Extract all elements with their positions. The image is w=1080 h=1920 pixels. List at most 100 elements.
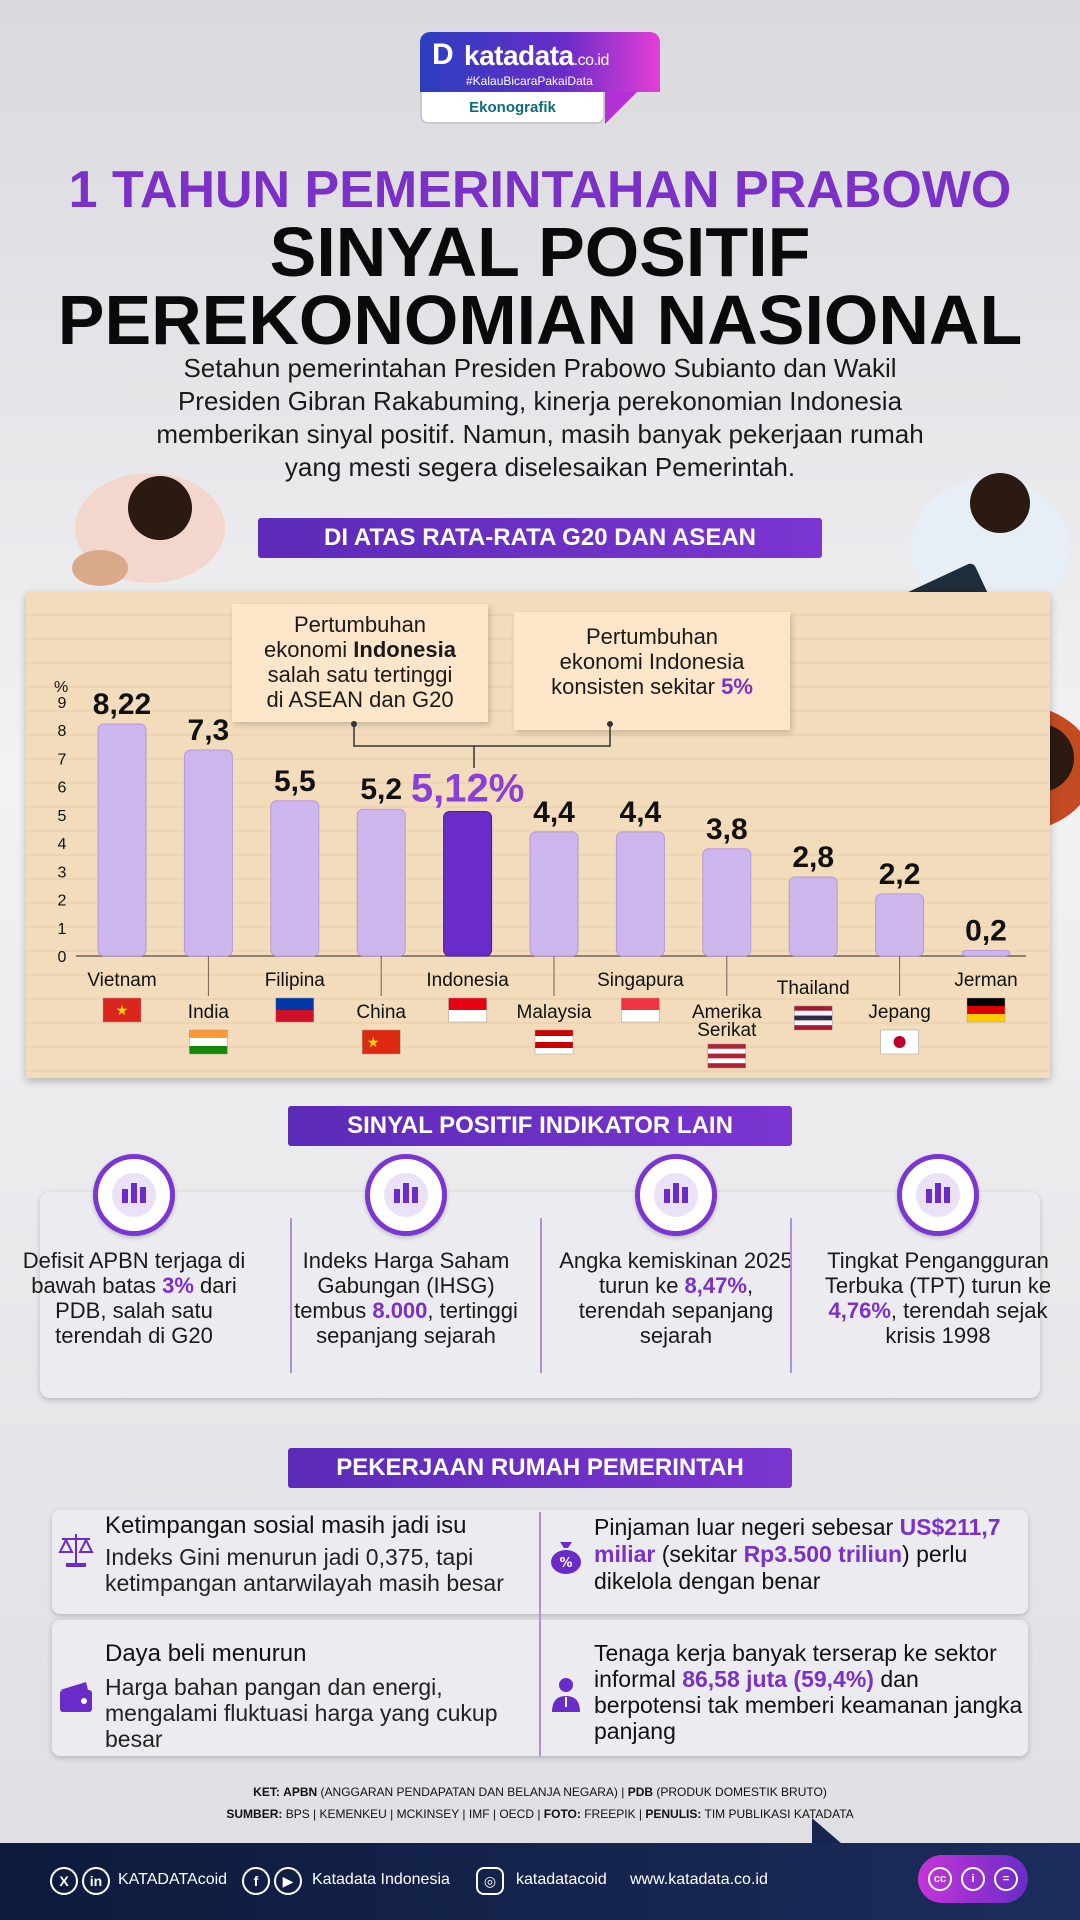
- youtube-icon[interactable]: ▶: [274, 1867, 302, 1895]
- category-label: China: [356, 1002, 406, 1023]
- indicator-divider: [790, 1218, 792, 1373]
- flag-border: [621, 997, 660, 1023]
- y-tick-label: 6: [58, 780, 67, 797]
- worker-icon: [552, 1678, 580, 1712]
- value-label-india: 7,3: [188, 714, 230, 747]
- katadata-logo[interactable]: D katadata.co.id #KalauBicaraPakaiData E…: [420, 32, 660, 124]
- logo-banner: D katadata.co.id #KalauBicaraPakaiData: [420, 32, 660, 92]
- category-label: Filipina: [265, 970, 326, 991]
- indicator-text: Tingkat Pengangguran Terbuka (TPT) turun…: [824, 1248, 1052, 1348]
- bar-thailand: [788, 876, 838, 957]
- category-label: Jerman: [954, 970, 1017, 991]
- y-tick-label: 1: [58, 921, 67, 938]
- homework-title-inequality: Ketimpangan sosial masih jadi isu: [105, 1512, 467, 1539]
- bar-singapura: [615, 831, 665, 957]
- title-line-3: PEREKONOMIAN NASIONAL: [57, 281, 1023, 359]
- category-label: Jepang: [868, 1002, 930, 1023]
- cc-icon: cc: [928, 1867, 952, 1891]
- footer-handle-facebook-youtube[interactable]: Katadata Indonesia: [312, 1871, 450, 1888]
- value-label-filipina: 5,5: [274, 765, 316, 798]
- note-consistent-5: Pertumbuhan ekonomi Indonesia konsisten …: [514, 612, 790, 730]
- linkedin-icon[interactable]: in: [82, 1867, 110, 1895]
- scale-icon: [58, 1534, 94, 1567]
- note-line: ekonomi Indonesia: [264, 637, 456, 662]
- bar-filipina: [270, 800, 320, 957]
- value-label-amerika-serikat: 3,8: [706, 813, 748, 846]
- bar-malaysia: [529, 831, 579, 957]
- intro-paragraph: Setahun pemerintahan Presiden Prabowo Su…: [80, 352, 1000, 484]
- category-label: India: [188, 1002, 230, 1023]
- flag-filipina-stripe: [275, 1010, 314, 1022]
- no-derivatives-icon: =: [994, 1867, 1018, 1891]
- x-twitter-icon[interactable]: X: [50, 1867, 78, 1895]
- flag-amerika-serikat-stripe: [707, 1063, 746, 1068]
- y-tick-label: 0: [58, 949, 67, 966]
- instagram-icon[interactable]: ◎: [476, 1867, 504, 1895]
- facebook-icon[interactable]: f: [242, 1867, 270, 1895]
- flag-china-stripe: [362, 1030, 401, 1054]
- flag-border: [707, 1043, 747, 1069]
- section-label-homework: PEKERJAAN RUMAH PEMERINTAH: [288, 1448, 792, 1488]
- flag-india-stripe: [189, 1046, 228, 1054]
- flag-border: [275, 997, 315, 1023]
- category-label: Indonesia: [426, 970, 509, 991]
- bar-china: [356, 808, 406, 957]
- note-line: ekonomi Indonesia: [559, 649, 745, 674]
- creative-commons-license[interactable]: cc i =: [918, 1855, 1028, 1903]
- y-axis-unit-label: %: [54, 679, 68, 696]
- indicator-text: Defisit APBN terjaga di bawah batas 3% d…: [22, 1248, 246, 1348]
- flag-singapura-stripe: [621, 998, 660, 1010]
- bar-india: [183, 749, 233, 957]
- value-label-jepang: 2,2: [879, 858, 921, 891]
- flag-border: [448, 997, 487, 1023]
- category-label-part: Serikat: [697, 1020, 757, 1041]
- homework-body-purchasing-power: Harga bahan pangan dan energi, mengalami…: [105, 1674, 498, 1752]
- footer-handle-instagram[interactable]: katadatacoid: [516, 1871, 607, 1888]
- svg-text:%: %: [559, 1556, 572, 1571]
- flag-malaysia-stripe: [535, 1042, 573, 1048]
- value-label-singapura: 4,4: [620, 796, 662, 829]
- flag-border: [534, 1029, 574, 1055]
- flag-border: [880, 1029, 919, 1055]
- bar-jerman: [961, 949, 1011, 957]
- homework-title-purchasing-power: Daya beli menurun: [105, 1640, 307, 1667]
- footer-website-link[interactable]: www.katadata.co.id: [630, 1871, 768, 1888]
- flag-star: ★: [116, 1002, 129, 1018]
- flag-thailand-stripe: [794, 1015, 833, 1021]
- homework-divider: [539, 1512, 541, 1756]
- flag-jepang-disc: [893, 1036, 906, 1048]
- logo-tagline: #KalauBicaraPakaiData: [466, 74, 593, 88]
- y-tick-label: 8: [58, 723, 67, 740]
- flag-amerika-serikat-stripe: [707, 1048, 746, 1054]
- indicator-text: Angka kemiskinan 2025 turun ke 8,47%, te…: [559, 1248, 793, 1348]
- category-label: Vietnam: [87, 970, 156, 991]
- attribution-icon: i: [961, 1867, 985, 1891]
- footnote-key: KET: APBN (ANGGARAN PENDAPATAN DAN BELAN…: [253, 1785, 827, 1799]
- flag-border: [102, 997, 142, 1023]
- value-label-vietnam: 8,22: [93, 688, 151, 721]
- money-bag-icon: %: [551, 1542, 581, 1574]
- category-label: Singapura: [597, 970, 684, 991]
- logo-section-label: Ekonografik: [420, 92, 605, 124]
- homework-informal-workers: Tenaga kerja banyak terserap ke sektor i…: [594, 1640, 1023, 1744]
- unemployment-icon: [897, 1154, 979, 1236]
- value-label-jerman: 0,2: [965, 914, 1007, 947]
- flag-thailand-stripe: [794, 1006, 833, 1011]
- note-line: Pertumbuhan: [585, 624, 719, 649]
- value-label-malaysia: 4,4: [533, 796, 575, 829]
- footer-speech-tail: [812, 1818, 842, 1844]
- flag-amerika-serikat-stripe: [707, 1044, 746, 1049]
- logo-mark: D: [432, 38, 454, 71]
- flag-border: [361, 1029, 401, 1055]
- note-indonesia-top: Pertumbuhan ekonomi Indonesia salah satu…: [232, 604, 488, 722]
- homework-body-inequality: Indeks Gini menurun jadi 0,375, tapi ket…: [105, 1544, 504, 1596]
- section-label-g20-asean: DI ATAS RATA-RATA G20 DAN ASEAN: [258, 518, 822, 558]
- footer-handle-x-linkedin[interactable]: KATADATAcoid: [118, 1871, 228, 1888]
- flag-amerika-serikat-stripe: [707, 1053, 746, 1059]
- y-tick-label: 7: [58, 751, 67, 768]
- value-label-thailand: 2,8: [792, 841, 834, 874]
- flag-thailand-stripe: [794, 1020, 833, 1026]
- footnote-source: SUMBER: BPS | KEMENKEU | MCKINSEY | IMF …: [226, 1807, 854, 1821]
- title-line-1: 1 TAHUN PEMERINTAHAN PRABOWO: [68, 161, 1012, 219]
- bar-vietnam: [97, 723, 147, 957]
